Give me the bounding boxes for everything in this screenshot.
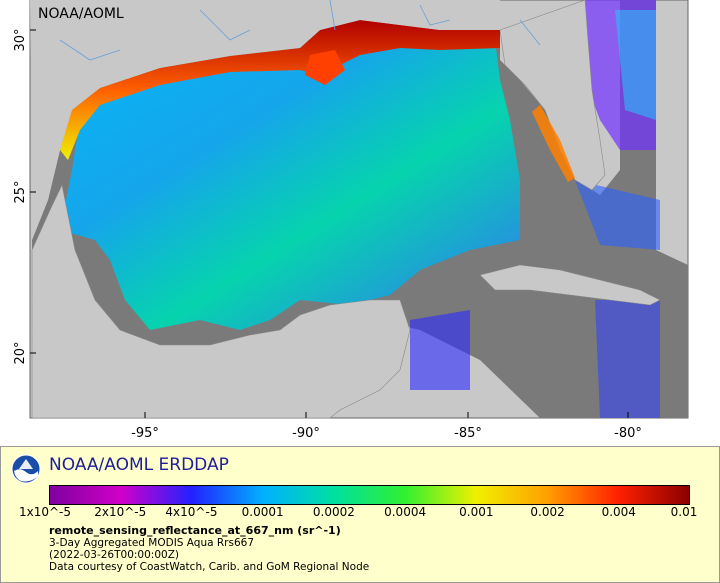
- gulf-data: [60, 40, 520, 330]
- colorbar-tick-label: 0.0001: [241, 505, 284, 519]
- texas-land: [30, 0, 500, 240]
- colorbar: [49, 485, 690, 505]
- lat-tick-label: 30°: [13, 28, 28, 51]
- legend-panel: NOAA/AOML ERDDAP 1x10^-5 2x10^-5 4x10^-5 0.…: [0, 446, 720, 583]
- florida-west-coast-data: [532, 105, 575, 182]
- florida-land: [499, 0, 606, 191]
- mexico-land: [31, 184, 411, 419]
- variable-title: remote_sensing_reflectance_at_667_nm (sr…: [49, 524, 341, 537]
- dataset-line: 3-Day Aggregated MODIS Aqua Rrs667: [49, 537, 255, 549]
- lon-tick-label: -80°: [614, 426, 642, 441]
- colorbar-tick-label: 4x10^-5: [165, 505, 218, 519]
- lat-tick-label: 20°: [13, 341, 28, 364]
- colorbar-tick-label: 0.004: [601, 505, 636, 519]
- atlantic-data-cyan: [615, 10, 656, 120]
- colorbar-tick-label: 1x10^-5: [18, 505, 72, 519]
- map-area[interactable]: 30° 25° 20° -95° -90° -85° -80° NOAA/AOM…: [0, 0, 720, 445]
- colorbar-tick-label: 0.0002: [312, 505, 355, 519]
- lon-ticks: [144, 412, 629, 418]
- north-coast-band: [60, 20, 500, 160]
- colorbar-labels: 1x10^-5 2x10^-5 4x10^-5 0.0001 0.0002 0.0004 0…: [1, 505, 719, 521]
- map-credit: NOAA/AOML: [38, 6, 124, 22]
- lon-tick-label: -85°: [454, 426, 482, 441]
- noaa-logo: [11, 454, 41, 484]
- lon-tick-label: -90°: [292, 426, 320, 441]
- bahamas-data: [575, 180, 660, 250]
- credit-line: Data courtesy of CoastWatch, Carib. and …: [49, 561, 370, 573]
- colorbar-tick-label: 0.002: [530, 505, 565, 519]
- delta-plume: [305, 50, 345, 85]
- colorbar-tick-label: 0.01: [670, 505, 698, 519]
- river-lines: [59, 0, 541, 61]
- lat-tick-label: 25°: [13, 180, 28, 203]
- caribbean-data: [595, 300, 660, 418]
- cuba-land: [479, 264, 661, 306]
- time-line: (2022-03-26T00:00:00Z): [49, 549, 179, 561]
- colorbar-tick-label: 0.001: [459, 505, 494, 519]
- yucatan-channel-data: [410, 310, 470, 390]
- map-figure: 30° 25° 20° -95° -90° -85° -80° NOAA/AOM…: [13, 0, 689, 441]
- lat-ticks: [30, 29, 36, 354]
- info-lines: remote_sensing_reflectance_at_667_nm (sr…: [49, 524, 370, 574]
- lon-tick-label: -95°: [131, 426, 159, 441]
- colorbar-tick-label: 2x10^-5: [94, 505, 147, 519]
- colorbar-tick-label: 0.0004: [384, 505, 427, 519]
- erddap-title: NOAA/AOML ERDDAP: [49, 455, 229, 475]
